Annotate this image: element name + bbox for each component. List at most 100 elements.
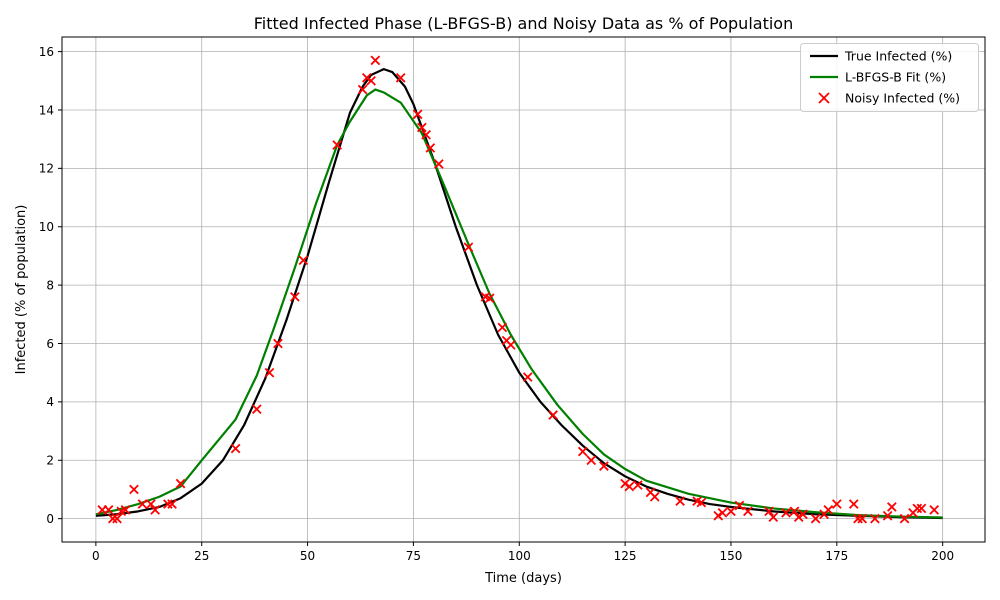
data-point [768,512,779,523]
plot-area-frame [61,36,986,543]
data-point [577,446,588,457]
data-point [497,322,508,333]
data-point [362,73,372,83]
data-point [484,293,495,304]
data-point [696,497,707,508]
data-point [620,478,630,489]
data-point [175,478,186,489]
data-point [129,484,139,495]
data-point [548,410,558,420]
data-point [103,505,114,515]
x-tick-label: 100 [508,549,531,563]
y-tick-label: 4 [46,395,54,409]
y-tick-label: 12 [39,162,54,176]
data-point [764,506,774,517]
data-point [789,506,800,517]
y-axis-title: Infected (% of population) [14,205,29,375]
data-point [107,513,118,524]
data-point [899,513,910,524]
x-tick-label: 50 [300,549,315,563]
data-point [717,507,728,518]
legend-box [800,43,979,112]
data-point [366,75,376,86]
x-tick-label: 25 [194,549,209,563]
data-point [412,109,423,120]
data-point [230,443,241,454]
legend-label-true-infected: True Infected (%) [844,49,952,64]
data-point [810,513,821,524]
data-point [251,404,262,415]
y-tick-label: 6 [46,337,54,351]
y-axis-ticks: 0 2 4 6 8 10 12 14 16 [39,45,62,526]
data-point [599,461,609,471]
data-point [713,510,724,521]
data-point [433,159,444,169]
data-point [586,455,597,466]
data-point [912,503,923,514]
data-point [823,505,834,515]
data-point [798,509,808,520]
data-point [624,481,635,492]
data-point [417,122,427,133]
data-point [870,513,880,524]
data-point [781,507,791,518]
data-point [146,499,156,509]
y-tick-label: 0 [46,512,54,526]
x-tick-label: 150 [720,549,743,563]
data-point [150,505,160,515]
data-point [831,499,842,509]
chart-title: Fitted Infected Phase (L-BFGS-B) and Noi… [254,14,793,33]
legend-label-noisy-infected: Noisy Infected (%) [845,91,960,106]
series-layer [95,55,943,524]
x-axis-ticks: 0 25 50 75 100 125 150 175 200 [92,542,954,563]
grid [62,37,985,542]
legend-label-lbfgsb-fit: L-BFGS-B Fit (%) [845,70,946,85]
data-point [848,499,859,509]
data-point [425,143,436,153]
x-axis-title: Time (days) [484,571,562,586]
legend: True Infected (%) L-BFGS-B Fit (%) Noisy… [800,43,979,112]
y-tick-label: 2 [46,454,54,468]
data-point [929,505,940,515]
data-point [370,55,381,66]
data-point [916,503,927,514]
x-tick-label: 125 [614,549,637,563]
data-point [675,496,685,506]
series-points-noisy-infected [97,55,940,524]
data-point [421,129,431,140]
y-tick-label: 14 [39,103,54,117]
data-point [264,367,275,378]
x-tick-label: 175 [825,549,848,563]
data-point [357,84,368,95]
data-point [726,506,736,517]
data-point [112,513,122,524]
data-point [793,512,804,523]
data-point [882,510,893,521]
data-point [649,491,660,502]
legend-swatch-noisy-infected [818,92,830,104]
data-point [734,500,745,511]
data-point [463,242,474,253]
data-point [395,73,406,83]
data-point [167,499,177,509]
data-point [522,372,533,382]
data-point [120,505,131,515]
x-tick-label: 0 [92,549,100,563]
data-point [853,513,863,524]
data-point [298,255,309,266]
data-point [163,499,173,509]
x-tick-label: 200 [931,549,954,563]
data-point [505,340,516,350]
y-tick-label: 16 [39,45,54,59]
data-point [273,338,283,349]
x-tick-label: 75 [406,549,421,563]
data-point [857,513,868,524]
data-point [743,506,753,517]
y-tick-label: 8 [46,278,54,292]
series-line-l-bfgs-b-fit [95,88,943,519]
data-point [332,140,343,150]
data-point [632,480,643,490]
y-tick-label: 10 [39,220,54,234]
data-point [290,291,300,302]
